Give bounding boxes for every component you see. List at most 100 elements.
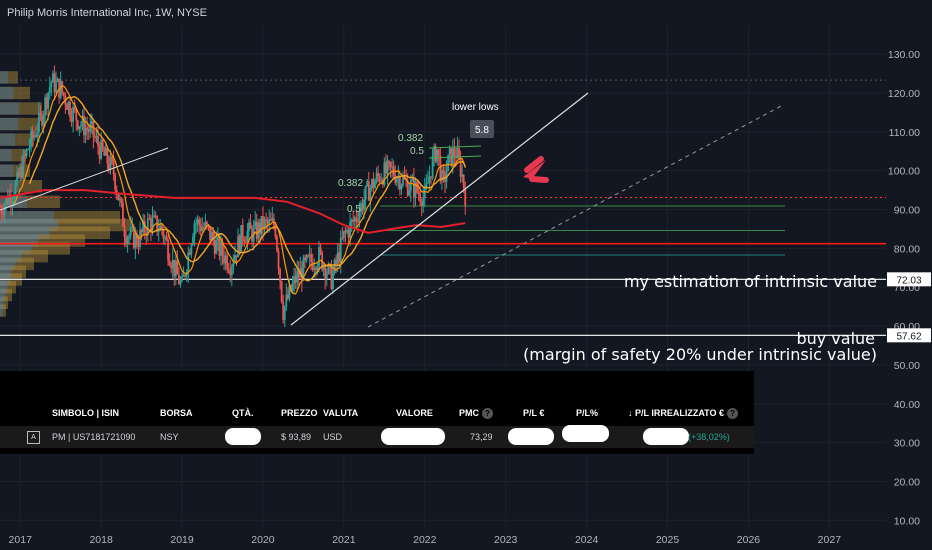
candle-body bbox=[48, 86, 51, 93]
ma-long-line bbox=[0, 189, 466, 234]
candle-body bbox=[190, 244, 193, 255]
candle-body bbox=[128, 235, 131, 238]
candle-body bbox=[134, 233, 137, 248]
fib-line bbox=[428, 155, 482, 159]
help-icon[interactable]: ? bbox=[727, 407, 739, 419]
candle-body bbox=[258, 222, 261, 234]
candle-body bbox=[17, 171, 20, 178]
candle-body bbox=[420, 201, 423, 207]
candle-body bbox=[178, 274, 180, 285]
candle-body bbox=[220, 242, 222, 256]
candle-body bbox=[327, 264, 330, 274]
candle-body bbox=[114, 174, 117, 190]
candle-body bbox=[136, 233, 138, 246]
candle-body bbox=[2, 213, 5, 215]
candle-body bbox=[188, 252, 191, 255]
candle-body bbox=[318, 247, 320, 267]
header-pl-pct[interactable]: P/L% bbox=[576, 408, 599, 418]
candle-body bbox=[224, 255, 227, 264]
candle-body bbox=[230, 266, 233, 276]
candle-body bbox=[210, 232, 213, 240]
x-tick-label: 2017 bbox=[9, 534, 33, 546]
volume-bar bbox=[0, 133, 34, 146]
candle-body bbox=[53, 73, 56, 93]
candle-body bbox=[425, 183, 428, 188]
candle-body bbox=[297, 271, 300, 278]
candle-body bbox=[204, 221, 207, 228]
volume-bar bbox=[0, 288, 6, 302]
trend-drawings bbox=[0, 92, 784, 328]
portfolio-position-row[interactable]: A PM | US7181721090 NSY $ 93,89 USD 73,2… bbox=[0, 425, 754, 448]
candle-body bbox=[56, 78, 59, 82]
candle-body bbox=[83, 115, 85, 136]
candle-body bbox=[73, 106, 76, 110]
candle-body bbox=[145, 232, 148, 236]
candle-body bbox=[411, 178, 414, 181]
candle-body bbox=[274, 225, 277, 237]
candle-body bbox=[344, 230, 347, 233]
candle-body bbox=[34, 135, 37, 137]
candle-body bbox=[408, 190, 411, 196]
candle-body bbox=[439, 155, 442, 182]
candle-body bbox=[192, 236, 194, 245]
candle-body bbox=[302, 257, 305, 281]
candle-body bbox=[87, 129, 90, 132]
candle-body bbox=[168, 260, 171, 266]
header-currency[interactable]: VALUTA bbox=[323, 408, 359, 418]
y-tick-label: 130.00 bbox=[888, 49, 920, 61]
candle-body bbox=[118, 198, 121, 201]
y-tick-label: 90.00 bbox=[894, 205, 920, 217]
candle-body bbox=[6, 196, 9, 205]
candle-body bbox=[184, 274, 187, 277]
candle-body bbox=[282, 301, 285, 320]
volume-bar bbox=[0, 296, 8, 309]
header-pmc[interactable]: PMC? bbox=[459, 407, 493, 419]
candle-body bbox=[384, 162, 387, 174]
candle-body bbox=[33, 135, 36, 138]
header-pl-eur[interactable]: P/L € bbox=[523, 408, 545, 418]
candle-body bbox=[374, 181, 376, 189]
volume-bar bbox=[0, 257, 34, 271]
volume-bar bbox=[0, 257, 16, 271]
header-symbol[interactable]: SIMBOLO | ISIN bbox=[52, 408, 120, 418]
y-tick-label: 40.00 bbox=[894, 399, 920, 411]
candle-body bbox=[241, 225, 244, 240]
candle-body bbox=[109, 156, 112, 170]
volume-bar bbox=[0, 86, 14, 100]
candle-body bbox=[346, 230, 348, 233]
header-exchange[interactable]: BORSA bbox=[160, 408, 193, 418]
candle-body bbox=[39, 112, 42, 115]
header-price[interactable]: PREZZO bbox=[281, 408, 318, 418]
cell-price: $ 93,89 bbox=[281, 432, 312, 442]
price-tag bbox=[887, 328, 931, 343]
header-unrealized-pl[interactable]: ↓ P/L IRREALIZZATO €? bbox=[628, 407, 739, 419]
candle-body bbox=[89, 124, 92, 132]
parallel-channel-line bbox=[367, 104, 784, 328]
volume-bar bbox=[0, 249, 48, 263]
candle-body bbox=[453, 148, 456, 157]
header-quantity[interactable]: QTÀ. bbox=[232, 408, 254, 418]
candle-body bbox=[386, 160, 389, 174]
candle-body bbox=[448, 148, 451, 155]
candle-body bbox=[72, 106, 75, 122]
candle-body bbox=[342, 230, 345, 239]
candle-body bbox=[44, 97, 47, 116]
candle-body bbox=[240, 225, 243, 253]
candle-body bbox=[400, 185, 403, 190]
volume-bar bbox=[0, 102, 42, 115]
candle-body bbox=[305, 255, 308, 261]
candle-body bbox=[234, 255, 236, 263]
candle-body bbox=[339, 237, 342, 263]
volume-bar bbox=[0, 218, 130, 232]
header-value[interactable]: VALORE bbox=[396, 408, 433, 418]
x-tick-label: 2026 bbox=[737, 534, 761, 546]
cell-symbol: PM | US7181721090 bbox=[52, 432, 136, 442]
candle-body bbox=[314, 268, 317, 271]
help-icon[interactable]: ? bbox=[482, 407, 493, 419]
candle-body bbox=[461, 174, 464, 177]
cell-unrealized-pct: (+38,02%) bbox=[688, 432, 730, 442]
candle-body bbox=[22, 154, 25, 179]
candle-body bbox=[257, 222, 260, 239]
volume-bar bbox=[0, 242, 70, 255]
